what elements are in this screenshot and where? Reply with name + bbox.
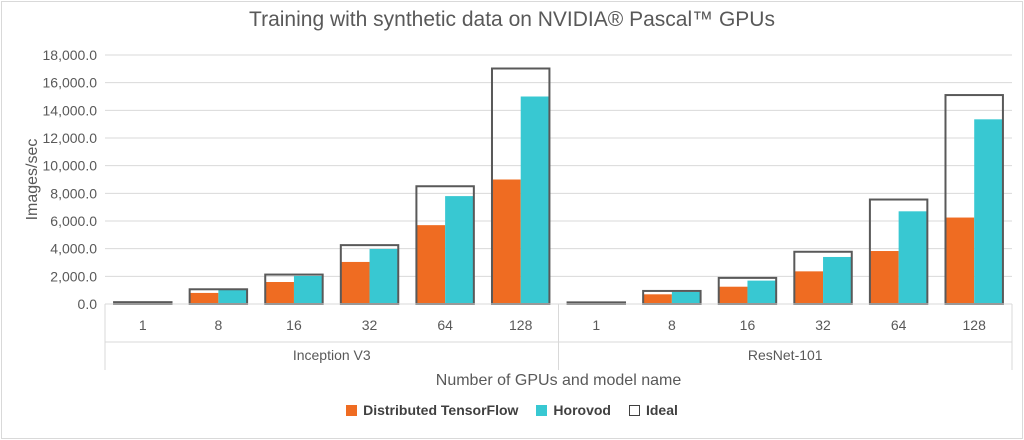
- legend: Distributed TensorFlow Horovod Ideal: [0, 402, 1024, 418]
- y-tick-label: 14,000.0: [43, 102, 98, 118]
- x-tick-label: 8: [668, 317, 676, 333]
- x-tick-label: 16: [286, 317, 302, 333]
- legend-label: Distributed TensorFlow: [363, 402, 519, 418]
- x-tick-label: 128: [509, 317, 533, 333]
- bar-tensorflow: [869, 251, 899, 304]
- x-tick-label: 1: [139, 317, 147, 333]
- bar-tensorflow: [340, 261, 370, 304]
- x-tick-label: 64: [437, 317, 453, 333]
- bar-horovod: [747, 280, 777, 304]
- x-axis-label: Number of GPUs and model name: [436, 372, 682, 389]
- bar-tensorflow: [265, 282, 294, 304]
- x-tick-label: 16: [740, 317, 756, 333]
- group-label: Inception V3: [293, 347, 371, 363]
- y-tick-label: 2,000.0: [50, 268, 97, 284]
- bar-horovod: [520, 96, 550, 304]
- bar-horovod: [293, 275, 323, 304]
- legend-label: Ideal: [645, 402, 678, 418]
- legend-item-horovod: Horovod: [536, 402, 611, 418]
- bar-tensorflow: [794, 271, 824, 304]
- y-tick-label: 6,000.0: [50, 213, 97, 229]
- legend-item-tensorflow: Distributed TensorFlow: [346, 402, 518, 418]
- bar-horovod: [823, 256, 852, 304]
- bar-tensorflow: [945, 217, 975, 304]
- y-tick-label: 16,000.0: [43, 75, 98, 91]
- group-label: ResNet-101: [748, 347, 823, 363]
- y-tick-label: 4,000.0: [50, 241, 97, 257]
- bar-horovod: [974, 119, 1003, 304]
- x-tick-label: 64: [891, 317, 907, 333]
- x-tick-label: 32: [362, 317, 378, 333]
- x-tick-label: 1: [592, 317, 600, 333]
- bar-tensorflow: [189, 292, 219, 304]
- bar-horovod: [369, 248, 399, 304]
- legend-swatch: [346, 404, 358, 416]
- x-tick-label: 8: [214, 317, 222, 333]
- y-tick-label: 18,000.0: [43, 47, 98, 63]
- y-tick-label: 8,000.0: [50, 185, 97, 201]
- legend-swatch: [628, 404, 640, 416]
- bar-tensorflow: [416, 225, 446, 304]
- bar-tensorflow: [643, 294, 672, 304]
- bar-horovod: [218, 290, 248, 304]
- bar-horovod: [898, 211, 928, 304]
- legend-label: Horovod: [553, 402, 611, 418]
- y-axis-label: Images/sec: [24, 139, 41, 221]
- legend-item-ideal: Ideal: [628, 402, 678, 418]
- bar-tensorflow: [718, 286, 748, 304]
- y-tick-label: 12,000.0: [43, 130, 98, 146]
- chart-title: Training with synthetic data on NVIDIA® …: [249, 8, 775, 31]
- x-tick-label: 32: [815, 317, 831, 333]
- x-tick-label: 128: [963, 317, 987, 333]
- bar-horovod: [671, 291, 701, 304]
- legend-swatch: [536, 404, 548, 416]
- bar-horovod: [445, 196, 474, 304]
- y-tick-label: 0.0: [78, 296, 98, 312]
- y-tick-label: 10,000.0: [43, 158, 98, 174]
- bar-tensorflow: [491, 179, 521, 304]
